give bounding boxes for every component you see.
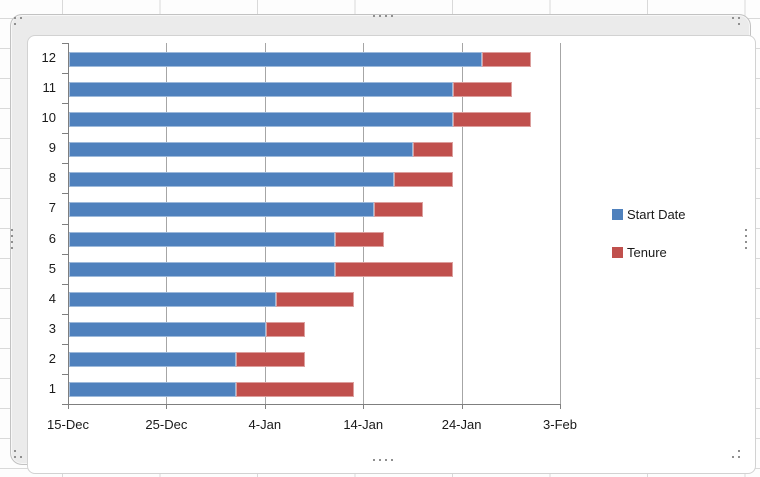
bar-start-date-5[interactable] [69,262,335,277]
category-axis-tick [62,284,68,285]
category-axis-tick [62,73,68,74]
bar-start-date-2[interactable] [69,352,236,367]
bar-tenure-8[interactable] [394,172,453,187]
category-label-8: 8 [22,170,56,186]
resize-handle-dot[interactable] [14,450,16,452]
bar-start-date-8[interactable] [69,172,394,187]
bar-start-date-6[interactable] [69,232,335,247]
category-label-10: 10 [22,110,56,126]
category-label-9: 9 [22,140,56,156]
bar-start-date-7[interactable] [69,202,374,217]
x-axis-tick-label: 3-Feb [528,417,592,433]
bar-tenure-10[interactable] [453,112,532,127]
resize-handle-dot[interactable] [11,229,13,231]
resize-handle-dot[interactable] [14,17,16,19]
bar-start-date-1[interactable] [69,382,236,397]
bar-tenure-1[interactable] [236,382,354,397]
category-axis-tick [62,224,68,225]
major-gridline [363,43,364,404]
bar-tenure-9[interactable] [413,142,452,157]
resize-handle-dot[interactable] [14,456,16,458]
resize-handle-dot[interactable] [11,241,13,243]
excel-window-region: 15-Dec25-Dec4-Jan14-Jan24-Jan3-Feb123456… [0,0,760,477]
x-axis-tick-label: 25-Dec [134,417,198,433]
resize-handle-dot[interactable] [738,450,740,452]
resize-handle-dot[interactable] [11,235,13,237]
resize-handle-dot[interactable] [373,15,375,17]
major-gridline [265,43,266,404]
major-gridline [560,43,561,404]
category-axis-tick [62,374,68,375]
resize-handle-dot[interactable] [11,247,13,249]
resize-handle-dot[interactable] [745,247,747,249]
resize-handle-dot[interactable] [745,241,747,243]
category-axis-tick [62,163,68,164]
legend-label-start-date: Start Date [627,207,686,222]
x-axis-tick-label: 24-Jan [430,417,494,433]
resize-handle-dot[interactable] [385,459,387,461]
bar-tenure-4[interactable] [276,292,355,307]
category-axis-tick [62,103,68,104]
category-axis-tick [62,133,68,134]
category-label-1: 1 [22,381,56,397]
category-label-4: 4 [22,291,56,307]
resize-handle-dot[interactable] [732,17,734,19]
category-label-5: 5 [22,261,56,277]
bar-tenure-5[interactable] [335,262,453,277]
bar-start-date-3[interactable] [69,322,266,337]
category-axis-tick [62,254,68,255]
bar-tenure-11[interactable] [453,82,512,97]
bar-start-date-10[interactable] [69,112,453,127]
bar-tenure-7[interactable] [374,202,423,217]
resize-handle-dot[interactable] [738,17,740,19]
resize-handle-dot[interactable] [385,15,387,17]
category-label-7: 7 [22,200,56,216]
category-label-6: 6 [22,231,56,247]
bar-start-date-4[interactable] [69,292,276,307]
category-label-12: 12 [22,50,56,66]
resize-handle-dot[interactable] [14,23,16,25]
x-axis-tick-label: 15-Dec [36,417,100,433]
category-axis-tick [62,193,68,194]
resize-handle-dot[interactable] [732,456,734,458]
resize-handle-dot[interactable] [738,456,740,458]
legend-entry-start-date[interactable]: Start Date [612,207,686,222]
bar-start-date-11[interactable] [69,82,453,97]
resize-handle-dot[interactable] [373,459,375,461]
date-axis-line [68,404,561,405]
category-axis-tick [62,43,68,44]
category-label-3: 3 [22,321,56,337]
resize-handle-dot[interactable] [20,17,22,19]
category-label-11: 11 [22,80,56,96]
resize-handle-dot[interactable] [738,23,740,25]
resize-handle-dot[interactable] [20,456,22,458]
tenure-swatch-icon [612,247,623,258]
resize-handle-dot[interactable] [379,15,381,17]
category-axis-line [68,43,69,405]
resize-handle-dot[interactable] [745,235,747,237]
legend-entry-tenure[interactable]: Tenure [612,245,686,260]
bar-start-date-9[interactable] [69,142,413,157]
resize-handle-dot[interactable] [391,459,393,461]
category-label-2: 2 [22,351,56,367]
category-axis-tick [62,344,68,345]
category-axis-tick [62,314,68,315]
bar-tenure-2[interactable] [236,352,305,367]
legend-label-tenure: Tenure [627,245,667,260]
start-date-swatch-icon [612,209,623,220]
major-gridline [462,43,463,404]
x-axis-tick-label: 4-Jan [233,417,297,433]
chart-legend[interactable]: Start Date Tenure [612,207,686,283]
bar-tenure-3[interactable] [266,322,305,337]
resize-handle-dot[interactable] [391,15,393,17]
major-gridline [166,43,167,404]
bar-start-date-12[interactable] [69,52,482,67]
resize-handle-dot[interactable] [379,459,381,461]
bar-tenure-6[interactable] [335,232,384,247]
bar-tenure-12[interactable] [482,52,531,67]
resize-handle-dot[interactable] [745,229,747,231]
x-axis-tick-label: 14-Jan [331,417,395,433]
